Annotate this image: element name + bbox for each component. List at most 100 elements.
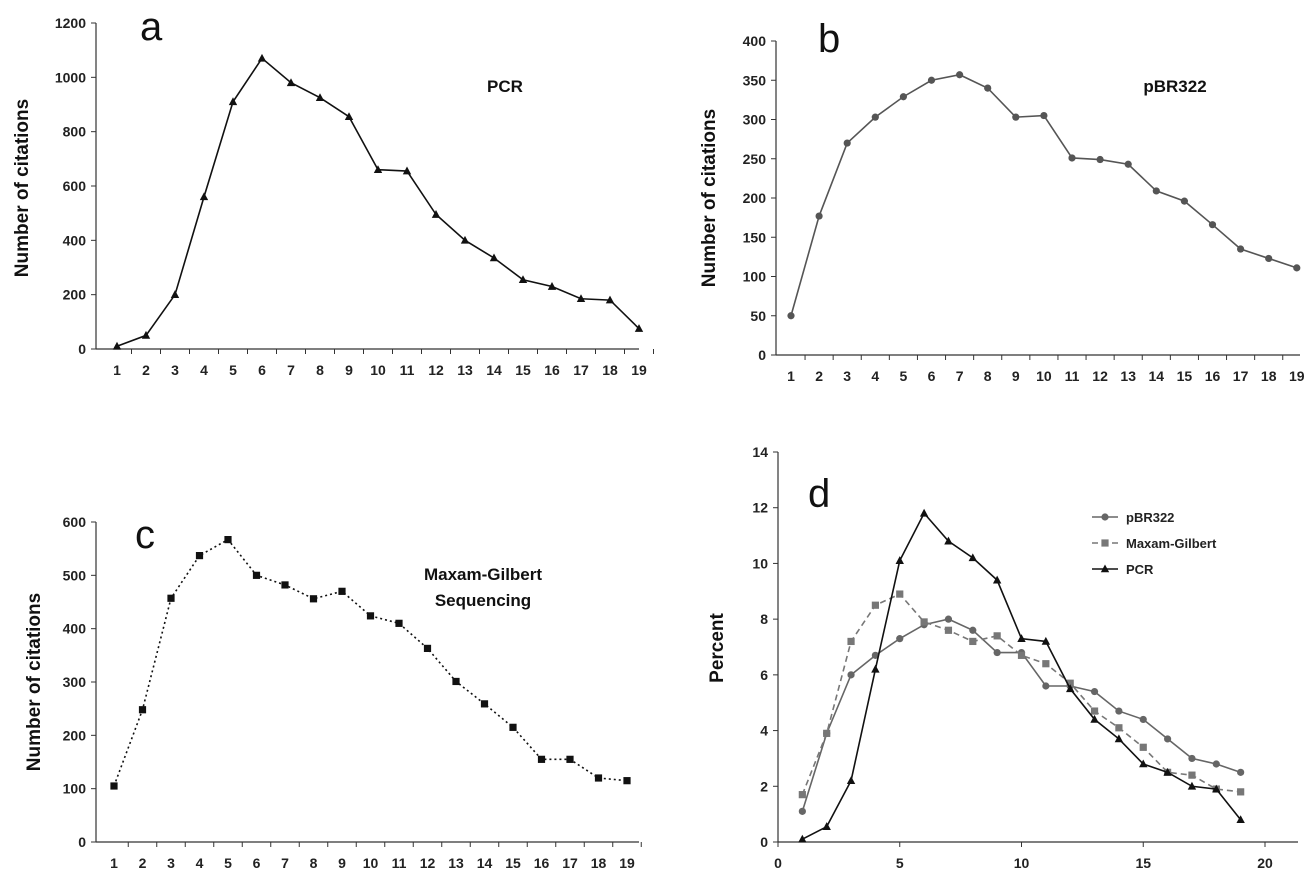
- x-tick-label-d: 0: [774, 855, 782, 871]
- chart-panel-c: c Maxam-Gilbert Sequencing Number of cit…: [24, 513, 642, 871]
- series-line-a: [116, 57, 640, 348]
- data-point-maxam-gilbert: [896, 590, 904, 598]
- data-point-a: [402, 166, 412, 175]
- x-tick-label-b: 16: [1205, 368, 1221, 384]
- data-point-pcr: [1163, 767, 1172, 776]
- y-tick-label-a: 800: [63, 124, 87, 140]
- data-point-pbr322: [1115, 707, 1123, 715]
- data-point-a: [605, 295, 615, 304]
- data-point-pbr322: [993, 648, 1001, 657]
- legend-marker-pcr: [1100, 564, 1110, 573]
- x-tick-label-a: 19: [631, 362, 647, 378]
- data-point-c: [537, 755, 546, 763]
- data-point-a: [257, 53, 267, 62]
- x-tick-label-c: 15: [505, 855, 521, 871]
- y-tick-label-a: 400: [63, 232, 87, 248]
- y-axis-label-b: Number of citations: [699, 109, 720, 287]
- data-point-b: [1124, 160, 1132, 168]
- data-point-maxam-gilbert: [920, 618, 928, 626]
- x-tick-label-a: 12: [428, 362, 444, 378]
- data-point-a: [460, 235, 470, 244]
- data-point-b: [1208, 221, 1217, 229]
- data-point-b: [1012, 113, 1020, 121]
- y-tick-label-b: 100: [743, 269, 767, 285]
- data-point-b: [1180, 197, 1188, 205]
- x-tick-label-b: 1: [787, 368, 795, 384]
- x-tick-label-a: 15: [515, 362, 531, 378]
- series-line-c: [113, 538, 628, 787]
- data-point-pcr: [944, 536, 953, 545]
- y-tick-label-a: 1200: [55, 15, 86, 31]
- x-tick-label-b: 14: [1149, 368, 1165, 384]
- x-tick-label-b: 9: [1012, 368, 1020, 384]
- data-point-c: [195, 552, 204, 560]
- data-point-c: [281, 581, 289, 589]
- data-point-c: [452, 677, 460, 686]
- x-tick-label-b: 2: [815, 368, 823, 384]
- x-tick-label-b: 8: [984, 368, 992, 384]
- y-tick-label-d: 2: [760, 778, 768, 794]
- y-tick-label-d: 4: [760, 723, 768, 739]
- y-tick-label-d: 12: [752, 500, 768, 516]
- x-tick-label-c: 6: [253, 855, 261, 871]
- data-point-pcr: [1187, 781, 1197, 790]
- x-tick-label-b: 10: [1036, 368, 1052, 384]
- data-point-a: [112, 341, 122, 350]
- y-tick-label-c: 100: [63, 781, 87, 797]
- x-tick-label-c: 16: [534, 855, 550, 871]
- data-point-maxam-gilbert: [823, 729, 831, 737]
- data-point-pcr: [992, 575, 1002, 584]
- panel-label-c: c: [135, 513, 155, 557]
- x-tick-label-a: 2: [142, 362, 150, 378]
- data-point-a: [634, 324, 644, 332]
- y-tick-label-c: 0: [78, 834, 86, 850]
- x-tick-label-b: 18: [1261, 368, 1277, 384]
- data-point-b: [787, 312, 795, 320]
- data-point-pbr322: [1042, 682, 1050, 690]
- data-point-a: [315, 93, 325, 102]
- y-tick-label-b: 150: [743, 229, 767, 245]
- data-point-maxam-gilbert: [1042, 660, 1050, 668]
- data-point-a: [199, 192, 209, 201]
- data-point-pbr322: [969, 626, 977, 634]
- data-point-b: [1152, 187, 1160, 195]
- x-tick-label-d: 10: [1014, 855, 1030, 871]
- x-tick-label-a: 10: [370, 362, 386, 378]
- x-tick-label-c: 9: [338, 855, 346, 871]
- data-point-pcr: [1041, 636, 1051, 645]
- data-point-maxam-gilbert: [871, 601, 879, 609]
- data-point-pbr322: [1212, 760, 1220, 768]
- x-tick-label-a: 5: [229, 362, 237, 378]
- y-tick-label-c: 400: [63, 621, 87, 637]
- y-tick-label-c: 300: [63, 674, 87, 690]
- data-point-pcr: [968, 553, 977, 562]
- x-tick-label-b: 15: [1177, 368, 1193, 384]
- data-point-pcr: [1066, 684, 1075, 693]
- x-tick-label-c: 17: [562, 855, 578, 871]
- data-point-b: [1237, 245, 1245, 253]
- x-tick-label-d: 5: [896, 855, 904, 871]
- data-point-c: [509, 723, 517, 731]
- y-axis-label-d: Percent: [707, 612, 728, 682]
- y-axis-label-c: Number of citations: [24, 593, 45, 771]
- x-tick-label-b: 3: [843, 368, 851, 384]
- x-tick-label-c: 12: [420, 855, 436, 871]
- y-tick-label-d: 0: [760, 834, 768, 850]
- y-tick-label-b: 250: [743, 151, 767, 167]
- data-point-c: [594, 774, 603, 782]
- panel-label-b: b: [818, 17, 840, 61]
- x-tick-label-c: 19: [619, 855, 635, 871]
- y-tick-label-b: 400: [743, 33, 767, 49]
- y-tick-label-d: 6: [760, 667, 768, 683]
- y-tick-label-d: 14: [752, 444, 768, 460]
- data-point-a: [547, 282, 557, 290]
- data-point-maxam-gilbert: [847, 637, 855, 646]
- x-tick-label-b: 12: [1092, 368, 1108, 384]
- data-point-pcr: [919, 508, 929, 517]
- data-point-pcr: [846, 776, 856, 785]
- data-point-maxam-gilbert: [798, 791, 806, 799]
- y-tick-label-a: 0: [78, 341, 86, 357]
- x-tick-label-c: 5: [224, 855, 232, 871]
- x-tick-label-b: 7: [956, 368, 964, 384]
- x-tick-label-b: 17: [1233, 368, 1249, 384]
